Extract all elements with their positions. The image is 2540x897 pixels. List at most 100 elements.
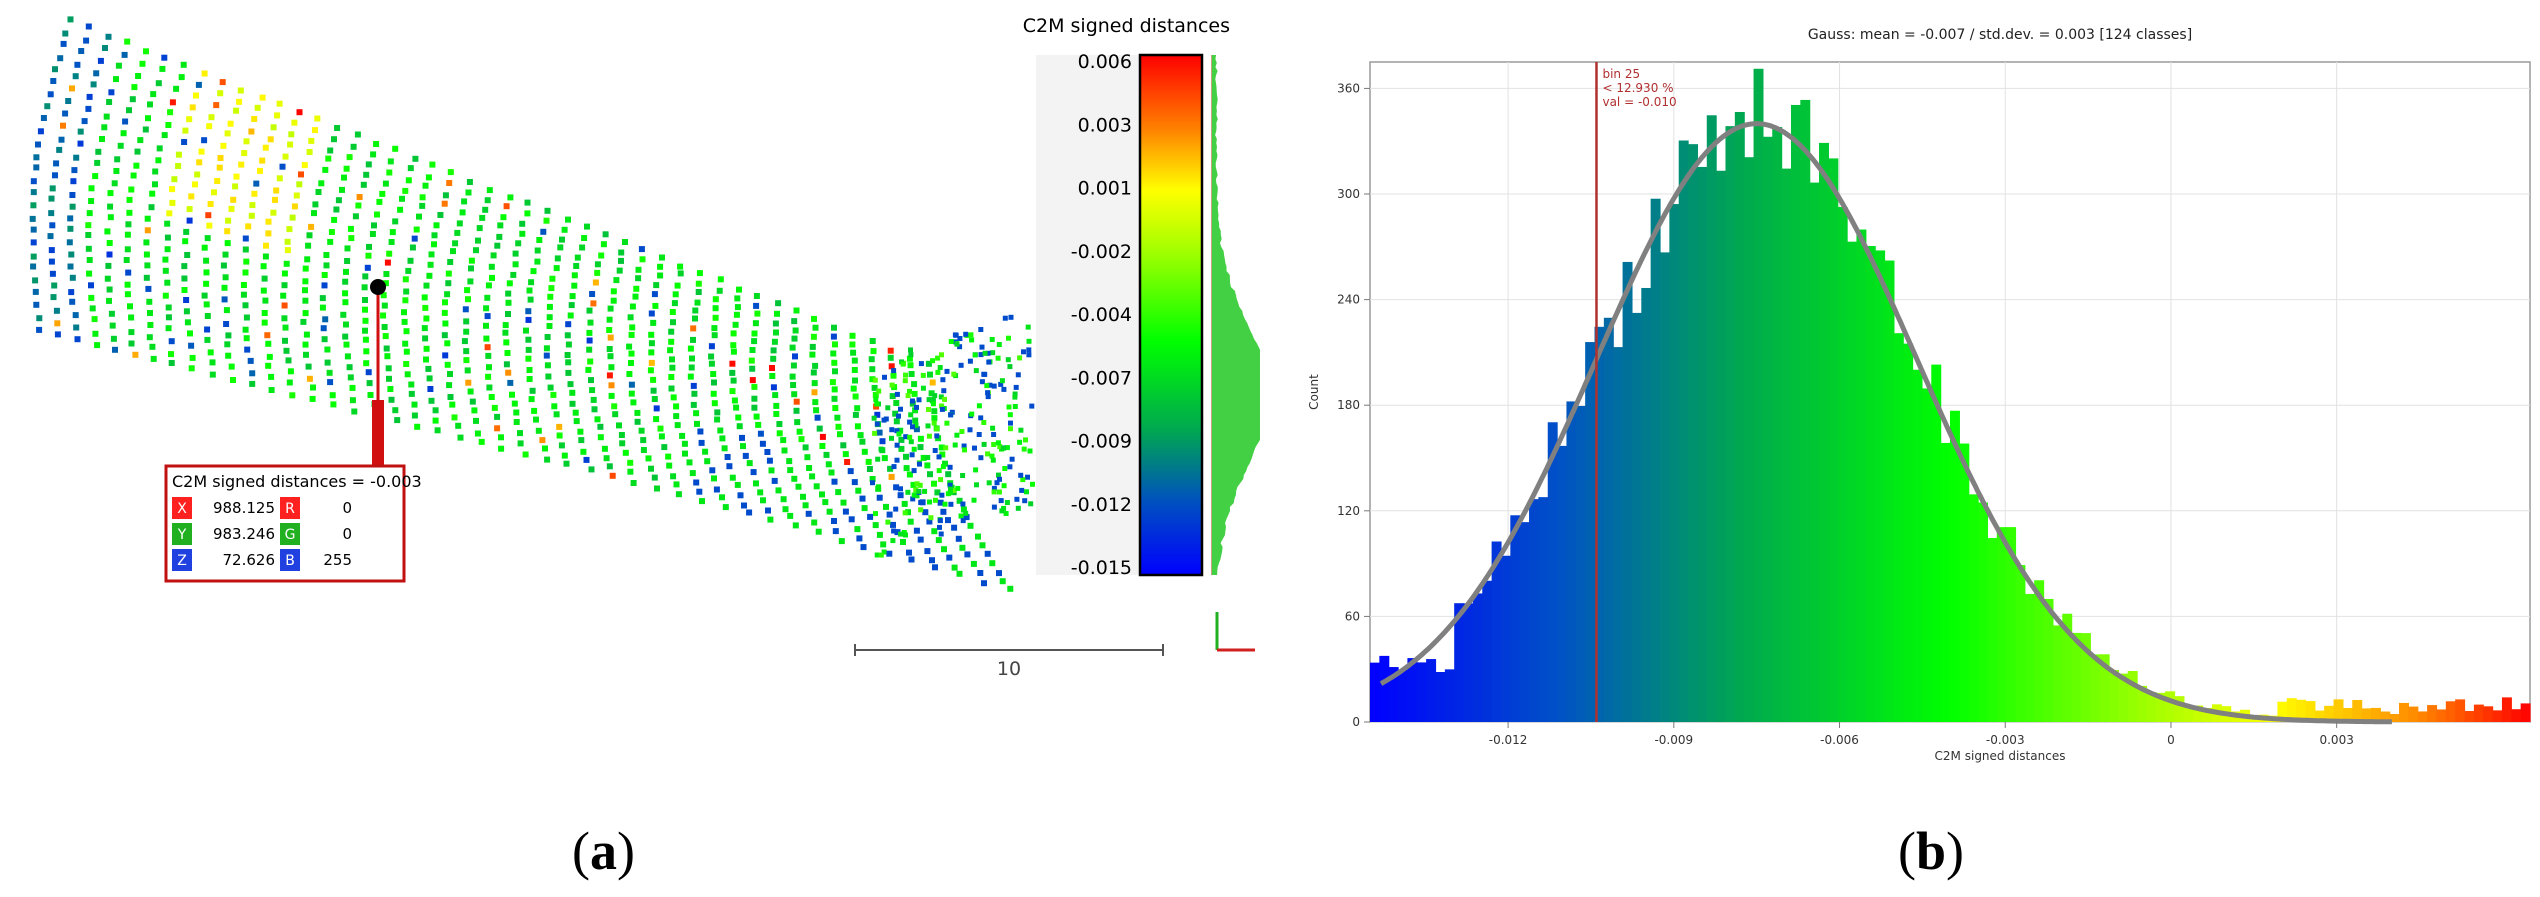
histogram-bar: [2099, 654, 2110, 722]
histogram-bar: [1959, 443, 1970, 722]
histogram-bar: [1725, 126, 1736, 722]
point-cloud[interactable]: [29, 16, 1035, 592]
leader-bar: [372, 400, 384, 465]
histogram-bar: [1557, 445, 1568, 722]
histogram-bar: [2183, 706, 2194, 722]
tooltip-axis-swatch: [172, 497, 192, 519]
histogram-bar: [1435, 672, 1446, 722]
tooltip-channel-key: B: [285, 553, 295, 569]
histogram-bar: [1865, 246, 1876, 723]
histogram-bar: [1500, 555, 1511, 722]
histogram-bar: [1519, 522, 1530, 722]
histogram-bar: [1819, 142, 1829, 722]
tooltip-row: Z 72.626 B 255: [172, 549, 352, 571]
histogram-bar: [2174, 696, 2185, 722]
histogram-bar: [1893, 333, 1904, 722]
colorbar-tick-label: 0.003: [1078, 114, 1132, 136]
y-tick-label: 180: [1337, 398, 1360, 412]
histogram-bar: [1463, 603, 1474, 722]
histogram-bar: [2024, 593, 2035, 722]
x-tick-label: -0.009: [1654, 733, 1693, 747]
histogram-bar: [1482, 580, 1493, 722]
histogram-bar: [1594, 326, 1605, 722]
histogram-bar: [1547, 422, 1558, 722]
x-tick-label: -0.003: [1986, 733, 2025, 747]
histogram-bar: [1734, 111, 1745, 723]
x-tick-label: 0.003: [2319, 733, 2353, 747]
y-tick-label: 300: [1337, 187, 1360, 201]
colorbar-tick-label: -0.002: [1071, 241, 1132, 263]
histogram-bar: [1828, 158, 1839, 722]
histogram-bar: [1641, 287, 1652, 722]
histogram-bar: [1416, 662, 1427, 722]
histogram-bar: [2202, 707, 2213, 722]
histogram-bar: [2473, 704, 2484, 722]
point-info-tooltip: C2M signed distances = -0.003 X 988.125 R 0…: [164, 464, 422, 583]
tooltip-channel-swatch: [280, 523, 300, 545]
histogram-bar: [1753, 68, 1764, 722]
histogram-bar: [1426, 659, 1437, 722]
scale-bar: 10: [854, 644, 1164, 680]
tooltip-axis-value: 983.246: [213, 525, 275, 543]
tooltip-channel-swatch: [280, 497, 300, 519]
histogram-bar: [1650, 198, 1661, 723]
histogram-bar: [1472, 593, 1483, 722]
colorbar-tick-label: -0.015: [1071, 557, 1132, 579]
histogram-bar: [2399, 702, 2409, 722]
tooltip-axis-key: X: [177, 501, 187, 517]
tooltip-axis-value: 988.125: [213, 499, 275, 517]
histogram-bar: [1669, 204, 1680, 722]
histogram-bar: [1837, 207, 1848, 722]
tooltip-axis-swatch: [172, 549, 192, 571]
histogram-bar: [2408, 706, 2419, 722]
histogram-bar: [1491, 541, 1502, 722]
colorbar: C2M signed distances 0.006 0.003 0.001 -0.0…: [1023, 15, 1260, 579]
histogram-bar: [1631, 312, 1642, 722]
histogram-bar: [2314, 710, 2325, 722]
y-tick-label: 0: [1352, 715, 1360, 729]
histogram-bar: [1744, 157, 1755, 722]
histogram-bar: [1903, 343, 1914, 722]
histogram-bar: [1968, 494, 1979, 722]
chart-title: Gauss: mean = -0.007 / std.dev. = 0.003 …: [1808, 27, 2192, 43]
histogram-bar: [2305, 701, 2316, 722]
histogram-bar: [2445, 701, 2456, 722]
histogram-bar: [2333, 699, 2344, 722]
histogram-bar: [2389, 714, 2400, 722]
histogram-bar: [1678, 140, 1689, 722]
histogram-bar: [2370, 707, 2381, 722]
histogram-bar: [1716, 170, 1727, 722]
histogram-bar: [2436, 709, 2447, 722]
tooltip-channel-value: 0: [342, 525, 352, 543]
histogram-bar: [1996, 527, 2007, 722]
histogram-bar: [1407, 658, 1418, 722]
histogram-bar: [1585, 342, 1596, 722]
bin-marker[interactable]: bin 25< 12.930 %val = -0.010: [1595, 62, 1677, 722]
histogram-bar: [1790, 104, 1801, 722]
histogram-bar: [2090, 654, 2101, 722]
histogram-bar: [1566, 401, 1577, 722]
bin-marker-label: < 12.930 %: [1602, 81, 1673, 95]
picked-point: [370, 279, 386, 295]
histogram-bar: [2427, 705, 2438, 722]
histogram-bar: [1370, 662, 1380, 722]
histogram-bar: [2380, 711, 2391, 722]
histogram-bar: [1622, 261, 1633, 722]
x-tick-label: -0.006: [1820, 733, 1859, 747]
histogram-bar: [2062, 613, 2073, 722]
histogram-bar: [2080, 633, 2091, 722]
x-axis-ticks: -0.012 -0.009 -0.006 -0.003 0 0.003: [1489, 722, 2354, 747]
histogram-bar: [2361, 708, 2372, 722]
histogram-bar: [1444, 669, 1455, 722]
histogram-panel[interactable]: Gauss: mean = -0.007 / std.dev. = 0.003 …: [1300, 0, 2540, 800]
y-axis-ticks: 0 60 120 180 240 300 360: [1337, 81, 1370, 729]
histogram-bar: [2296, 699, 2307, 722]
histogram-bar: [1781, 168, 1792, 723]
picked-point-marker[interactable]: [370, 279, 386, 465]
histogram-bar: [2052, 625, 2063, 722]
point-cloud-panel[interactable]: C2M signed distances = -0.003 X 988.125 R 0…: [0, 0, 1260, 800]
histogram-bar: [2324, 705, 2335, 722]
colorbar-tick-label: -0.007: [1071, 367, 1132, 389]
tooltip-channel-swatch: [280, 549, 300, 571]
